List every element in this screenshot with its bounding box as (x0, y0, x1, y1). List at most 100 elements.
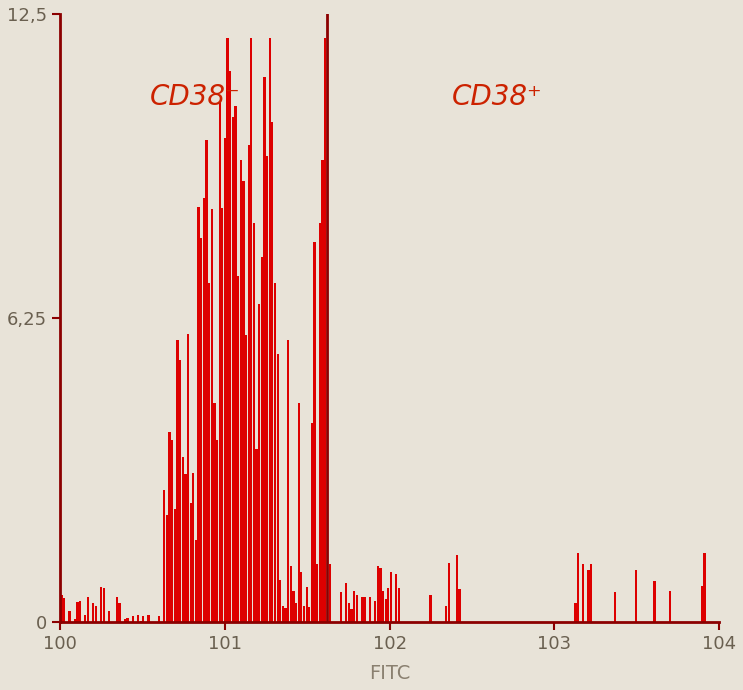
Bar (361, 598, 363, 622)
Bar (379, 568, 381, 622)
Bar (316, 564, 318, 622)
Bar (232, 117, 234, 622)
Bar (118, 603, 120, 622)
Bar (395, 574, 398, 622)
Bar (635, 570, 637, 622)
Bar (261, 257, 263, 622)
Text: CD38⁻: CD38⁻ (150, 83, 241, 110)
Bar (319, 223, 321, 622)
Bar (445, 607, 447, 622)
Bar (245, 335, 247, 622)
Text: CD38⁺: CD38⁺ (451, 83, 542, 110)
Bar (242, 181, 244, 622)
Bar (195, 540, 197, 622)
Bar (84, 615, 86, 622)
Bar (250, 38, 253, 622)
Bar (329, 564, 331, 622)
Bar (60, 595, 62, 622)
Bar (174, 509, 176, 622)
Bar (240, 160, 242, 622)
Bar (100, 587, 103, 622)
Bar (353, 591, 355, 622)
Bar (279, 580, 282, 622)
Bar (213, 403, 215, 622)
Bar (276, 355, 279, 622)
Bar (256, 448, 258, 622)
Bar (169, 432, 171, 622)
Bar (142, 615, 144, 622)
Bar (77, 602, 79, 622)
Bar (263, 77, 265, 622)
Bar (398, 589, 400, 622)
Bar (163, 490, 166, 622)
Bar (387, 589, 389, 622)
Bar (123, 619, 126, 622)
Bar (653, 581, 655, 622)
Bar (295, 603, 297, 622)
Bar (229, 71, 231, 622)
Bar (614, 592, 616, 622)
Bar (321, 160, 323, 622)
Bar (308, 607, 311, 622)
Bar (221, 208, 224, 622)
Bar (171, 440, 173, 622)
Bar (701, 586, 703, 622)
Bar (92, 604, 94, 622)
Bar (158, 616, 160, 622)
Bar (282, 607, 284, 622)
Bar (669, 591, 672, 622)
Bar (385, 600, 387, 622)
Bar (87, 597, 89, 622)
Bar (176, 339, 178, 622)
Bar (377, 566, 379, 622)
Bar (340, 592, 342, 622)
Bar (382, 591, 384, 622)
Bar (147, 615, 149, 622)
Bar (74, 618, 76, 622)
Bar (324, 38, 326, 622)
Bar (266, 155, 268, 622)
Bar (574, 602, 577, 622)
Bar (205, 139, 207, 622)
Bar (269, 38, 271, 622)
Bar (253, 223, 255, 622)
Bar (258, 304, 260, 622)
Bar (704, 553, 706, 622)
Bar (588, 571, 590, 622)
Bar (287, 339, 289, 622)
Bar (237, 276, 239, 622)
Bar (300, 573, 302, 622)
Bar (247, 145, 250, 622)
Bar (132, 615, 134, 622)
Bar (192, 473, 195, 622)
Bar (374, 601, 376, 622)
Bar (311, 423, 313, 622)
Bar (314, 242, 316, 622)
Bar (234, 106, 236, 622)
Bar (184, 474, 186, 622)
Bar (290, 566, 292, 622)
Bar (227, 38, 229, 622)
Bar (63, 598, 65, 622)
Bar (363, 598, 366, 622)
Bar (577, 553, 579, 622)
Bar (345, 582, 347, 622)
Bar (179, 360, 181, 622)
Bar (103, 588, 105, 622)
Bar (79, 601, 81, 622)
Bar (182, 457, 184, 622)
Bar (285, 608, 287, 622)
Bar (448, 563, 450, 622)
Bar (137, 615, 139, 622)
Bar (455, 555, 458, 622)
Bar (458, 589, 461, 622)
Bar (68, 611, 71, 622)
Bar (116, 598, 118, 622)
Bar (271, 121, 273, 622)
Bar (583, 564, 585, 622)
Bar (224, 138, 226, 622)
Bar (356, 595, 358, 622)
Bar (350, 609, 352, 622)
Bar (348, 602, 350, 622)
Bar (429, 595, 432, 622)
